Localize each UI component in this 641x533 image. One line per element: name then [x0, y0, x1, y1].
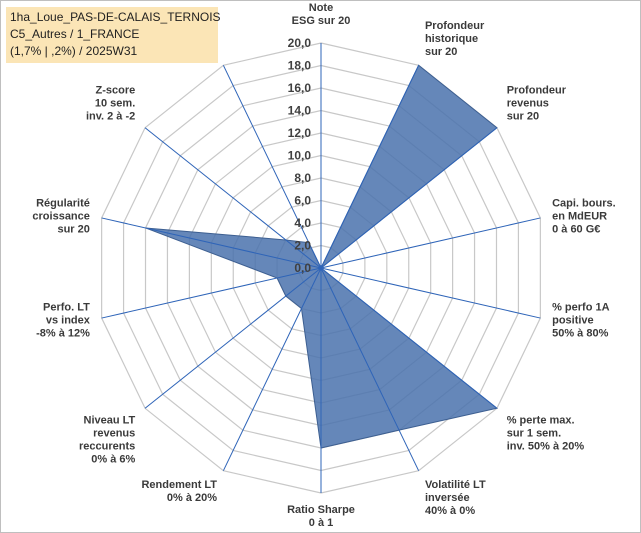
axis-label-line: 0% à 20%: [167, 492, 217, 504]
axis-label-line: sur 20: [425, 46, 457, 58]
axis-label-line: Z-score: [96, 85, 136, 97]
axis-label-line: en MdEUR: [552, 211, 607, 223]
axis-label-line: 10 sem.: [95, 98, 135, 110]
axis-label-line: 50% à 80%: [552, 327, 608, 339]
axis-label: Ratio Sharpe 0 à 1: [287, 504, 355, 529]
axis-label: Volatilité LT inversée 40% à 0%: [425, 479, 486, 517]
axis-label-line: 0% à 6%: [91, 453, 135, 465]
axis-label: Profondeur historique sur 20: [425, 20, 485, 58]
axis-label-line: reccurents: [79, 440, 135, 452]
axis-label-line: croissance: [32, 211, 89, 223]
axis-label: Z-score 10 sem. inv. 2 à -2: [86, 85, 135, 123]
axis-spoke: [320, 267, 420, 471]
axis-label-line: Ratio Sharpe: [287, 504, 355, 516]
axis-spoke: [320, 127, 498, 269]
axis-spoke: [101, 267, 322, 319]
axis-label-line: inv. 2 à -2: [86, 111, 135, 123]
axis-label-line: Niveau LT: [84, 414, 136, 426]
axis-label: Profondeur revenus sur 20: [507, 85, 567, 123]
axis-label: Capi. bours. en MdEUR 0 à 60 G€: [552, 198, 616, 236]
axis-label-line: positive: [552, 314, 594, 326]
axis-label-line: 0 à 1: [309, 517, 333, 529]
axis-label-line: % perte max.: [507, 414, 575, 426]
axis-spoke: [320, 267, 498, 409]
axis-spoke: [144, 127, 322, 269]
axis-label-line: Profondeur: [507, 85, 567, 97]
axis-spoke: [320, 65, 420, 269]
r-tick-label: 8,0: [294, 171, 311, 185]
axis-label-line: % perfo 1A: [552, 301, 610, 313]
axis-label-line: inv. 50% à 20%: [507, 440, 585, 452]
axis-spoke: [222, 65, 322, 269]
r-tick-label: 14,0: [288, 104, 312, 118]
axis-label: Rendement LT 0% à 20%: [141, 479, 217, 504]
axis-label-line: Rendement LT: [141, 479, 217, 491]
r-tick-label: 20,0: [288, 36, 312, 50]
r-tick-label: 16,0: [288, 81, 312, 95]
axis-label-line: Profondeur: [425, 20, 485, 32]
axis-spoke: [222, 267, 322, 471]
axis-label-line: 0 à 60 G€: [552, 224, 600, 236]
title-line-3: (1,7% | ,2%) / 2025W31: [10, 44, 138, 58]
axis-spoke: [320, 217, 541, 269]
title-line-2: C5_Autres / 1_FRANCE: [10, 27, 140, 41]
axis-label-line: revenus: [93, 427, 135, 439]
axis-label-line: sur 1 sem.: [507, 427, 561, 439]
axis-label: % perte max. sur 1 sem. inv. 50% à 20%: [507, 414, 585, 452]
r-tick-label: 2,0: [294, 239, 311, 253]
axis-label-line: Note: [309, 2, 333, 14]
r-tick-label: 4,0: [294, 216, 311, 230]
axis-label-line: historique: [425, 33, 478, 45]
title-line-1: 1ha_Loue_PAS-DE-CALAIS_TERNOIS: [10, 10, 221, 24]
axis-label: Régularité croissance sur 20: [32, 198, 89, 236]
r-tick-label: 0,0: [294, 261, 311, 275]
axis-label-line: inversée: [425, 492, 470, 504]
r-tick-label: 18,0: [288, 59, 312, 73]
axis-label-line: Régularité: [36, 198, 90, 210]
axis-label-line: Perfo. LT: [43, 301, 90, 313]
axis-label-line: Volatilité LT: [425, 479, 486, 491]
axis-label-line: vs index: [46, 314, 91, 326]
axis-label-line: 40% à 0%: [425, 505, 475, 517]
axis-label-line: -8% à 12%: [36, 327, 90, 339]
axis-spoke: [144, 267, 322, 409]
r-tick-label: 6,0: [294, 194, 311, 208]
r-tick-label: 10,0: [288, 149, 312, 163]
axis-label: Perfo. LT vs index -8% à 12%: [36, 301, 91, 339]
axis-label-line: revenus: [507, 98, 549, 110]
axis-spoke: [320, 267, 541, 319]
axis-spoke: [101, 217, 322, 269]
axis-label-line: sur 20: [57, 224, 89, 236]
chart-title-box: 1ha_Loue_PAS-DE-CALAIS_TERNOIS C5_Autres…: [6, 7, 221, 63]
axis-label: Niveau LT revenus reccurents 0% à 6%: [79, 414, 136, 465]
axis-label: Note ESG sur 20: [292, 2, 351, 27]
axis-label-line: Capi. bours.: [552, 198, 616, 210]
axis-label-line: sur 20: [507, 111, 539, 123]
axis-label-line: ESG sur 20: [292, 15, 351, 27]
axis-label: % perfo 1A positive 50% à 80%: [552, 301, 610, 339]
r-tick-label: 12,0: [288, 126, 312, 140]
